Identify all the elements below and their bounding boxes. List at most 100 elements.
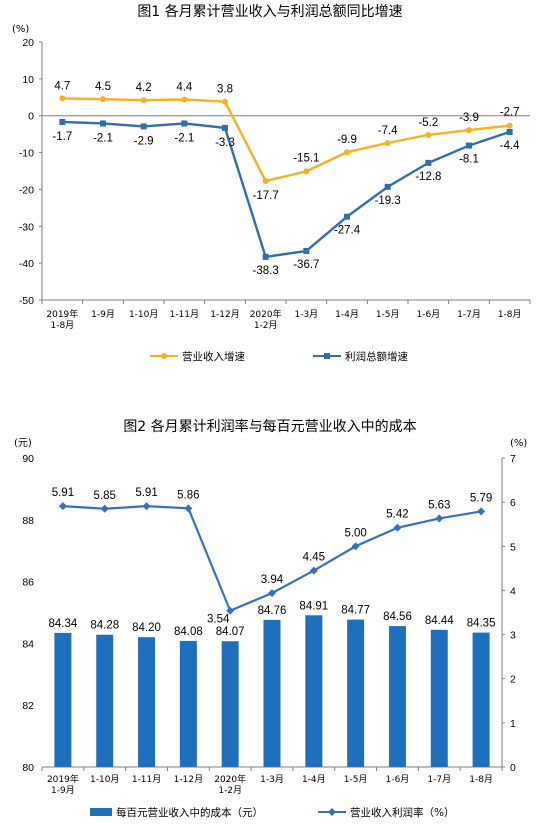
chart2-cost-data-label: 84.08 [174, 626, 203, 638]
chart1-profit-data-label: -27.4 [334, 225, 361, 237]
chart2-cost-bar [54, 632, 72, 767]
chart2-margin-data-label: 3.94 [261, 574, 284, 586]
chart1-revenue-point [262, 177, 269, 184]
chart1-y-tick-label: 0 [28, 111, 34, 123]
chart1-profit-data-label: -38.3 [253, 265, 279, 277]
chart2-margin-point [142, 502, 151, 511]
chart1-profit-data-label: -8.1 [459, 154, 479, 166]
chart1-y-tick-label: -50 [19, 295, 34, 307]
chart1-profit-point [181, 120, 188, 127]
chart1-revenue-point [222, 98, 228, 105]
legend-marker-margin [328, 808, 336, 816]
legend-swatch-cost [90, 808, 112, 816]
chart2-margin-point [393, 523, 402, 532]
legend-label-margin: 营业收入利润率（%） [350, 806, 454, 819]
chart2-title: 图2 各月累计利润率与每百元营业收入中的成本 [123, 418, 416, 435]
chart2-y-unit-right: (%) [510, 438, 527, 449]
chart1-revenue-data-label: -3.9 [459, 112, 479, 124]
chart2-cost-data-label: 84.76 [258, 605, 287, 617]
chart2-cost-data-label: 84.77 [341, 605, 370, 617]
chart1-revenue-point [344, 149, 350, 156]
chart2-cost-bar [347, 619, 365, 767]
chart1-revenue-point [384, 139, 391, 146]
chart1-revenue-point [140, 97, 147, 104]
chart2-y-left-tick-label: 82 [22, 700, 34, 712]
chart2-bars: 84.34 84.28 84.20 84.08 84.07 84.76 84.91 84.77… [49, 600, 495, 767]
chart1-profit-data-label: -2.1 [93, 132, 113, 144]
chart2-y-left-tick-label: 84 [22, 638, 34, 650]
chart1-revenue-point [100, 96, 106, 103]
chart2-cost-data-label: 84.56 [383, 611, 412, 623]
chart1-revenue-data-label: 3.8 [217, 84, 233, 96]
chart1-axes [39, 41, 531, 304]
chart1-profit-point [59, 118, 66, 125]
chart1-profit-point [140, 123, 147, 130]
chart1-x-tick-label: 1-4月 [335, 309, 359, 320]
chart1-revenue-point [303, 168, 310, 175]
chart2-y-right-tick-label: 2 [510, 674, 516, 686]
chart1-x-tick-label-line0: 2019年 [46, 308, 78, 320]
chart1-y-tick-label: 20 [22, 37, 34, 49]
chart1-x-tick-label: 1-7月 [457, 309, 481, 320]
chart1-revenue-point [59, 95, 66, 102]
chart2-margin-point [435, 514, 444, 523]
chart2-legend: 每百元营业收入中的成本（元） 营业收入利润率（%） [90, 806, 454, 819]
chart2-cost-bar [472, 632, 490, 767]
chart2-y-left-tick-label: 88 [22, 515, 34, 527]
chart1-x-tick-label-line1: 1-2月 [254, 320, 278, 331]
chart2-x-tick-label: 1-7月 [427, 774, 451, 785]
chart1-revenue-data-label: -5.2 [418, 117, 438, 129]
chart2-y-left-tick-label: 86 [22, 577, 34, 589]
chart1-x-tick-label: 1-11月 [170, 309, 199, 320]
legend-label-profit: 利润总额增速 [345, 350, 408, 363]
chart1-profit-point [466, 142, 472, 149]
chart1-profit-line [62, 120, 511, 259]
chart1-revenue-point [181, 96, 188, 103]
chart1-x-tick-label: 1-5月 [376, 309, 400, 320]
chart1-revenue-data-label: -9.9 [337, 134, 357, 146]
chart2-x-tick-label: 1-10月 [90, 774, 119, 785]
chart1-x-tick-label-line1: 1-8月 [50, 320, 74, 331]
chart1-y-tick-label: -40 [19, 258, 34, 270]
chart1-x-tick-label-line0: 2020年 [250, 308, 282, 320]
chart2-cost-bar [388, 626, 406, 767]
chart2-x-tick-label-line0: 2020年 [214, 773, 246, 785]
chart1-profit-point [262, 253, 269, 260]
legend-label-cost: 每百元营业收入中的成本（元） [116, 806, 263, 819]
chart1-revenue-data-label: 4.7 [54, 80, 70, 92]
chart2-margin-point [184, 504, 193, 513]
chart2-x-tick-label: 1-3月 [260, 774, 284, 785]
chart1-revenue-point [506, 122, 513, 129]
chart1-revenue-point [425, 131, 432, 138]
chart2-margin-point [351, 542, 360, 551]
legend-marker-revenue [161, 353, 167, 359]
chart2-y-right-tick-label: 4 [510, 585, 516, 597]
chart2-x-tick-label: 1-12月 [174, 774, 203, 785]
chart1-profit-data-label: -1.7 [52, 131, 72, 143]
chart2-x-tick-label: 1-8月 [469, 774, 493, 785]
chart1-revenue-point [466, 127, 472, 134]
chart1-series: 4.7 4.5 4.2 4.4 3.8 -17.7 -15.1 -9.9 -7.4 -5.2 -3.… [52, 80, 520, 276]
chart2-x-tick-label: 1-4月 [302, 774, 326, 785]
chart2-y-left-tick-label: 80 [22, 762, 34, 774]
chart2-margin-point [477, 507, 486, 516]
chart2-cost-bar [263, 619, 281, 767]
chart2-margin-point [309, 566, 318, 575]
chart1-y-axis: 20 10 0 -10 -20 -30 -40 -50 [19, 37, 34, 307]
chart2-margin-data-label: 5.79 [470, 492, 492, 504]
chart1-y-tick-label: -20 [19, 184, 34, 196]
chart2-margin-data-label: 5.63 [428, 499, 450, 511]
chart1-revenue-line [62, 97, 510, 183]
chart1-profit-data-label: -12.8 [415, 171, 441, 183]
chart2-y-axis-right: 7 6 5 4 3 2 1 0 [510, 453, 516, 774]
chart2-margin-data-label: 5.91 [52, 487, 74, 499]
chart2-cost-data-label: 84.20 [132, 622, 161, 634]
chart1-profit-point [425, 159, 432, 166]
chart2-cost-data-label: 84.34 [49, 618, 78, 630]
chart1-profit-data-label: -2.1 [174, 132, 194, 144]
chart2-margin-point [226, 606, 235, 615]
chart2-x-tick-label: 1-11月 [132, 774, 161, 785]
chart2-x-tick-label-line1: 1-2月 [218, 785, 242, 796]
chart1-x-tick-label: 1-10月 [129, 309, 158, 320]
chart2-line-series: 5.91 5.85 5.91 5.86 3.54 3.94 4.45 5.00 5.42 5.63… [52, 487, 493, 626]
